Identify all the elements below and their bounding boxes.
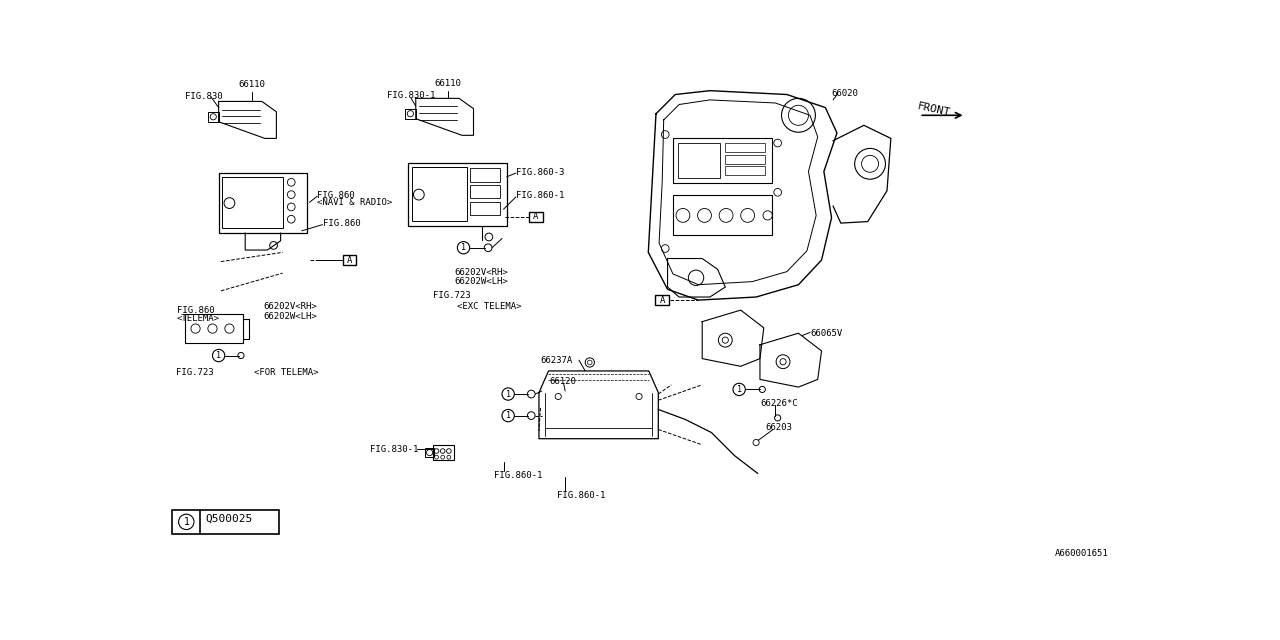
- Text: FIG.860-1: FIG.860-1: [558, 491, 605, 500]
- Bar: [470, 202, 499, 216]
- Circle shape: [485, 233, 493, 241]
- Text: FIG.860: FIG.860: [317, 191, 355, 200]
- Circle shape: [179, 514, 195, 529]
- Text: 66202V<RH>: 66202V<RH>: [264, 303, 317, 312]
- Bar: [726, 166, 765, 175]
- Text: 66226*C: 66226*C: [760, 399, 797, 408]
- Bar: [433, 445, 454, 460]
- Bar: [223, 177, 283, 228]
- Text: 66110: 66110: [435, 79, 462, 88]
- Bar: [470, 186, 499, 198]
- Text: A: A: [659, 296, 664, 305]
- Text: Q500025: Q500025: [206, 514, 253, 524]
- Text: FIG.830-1: FIG.830-1: [387, 91, 435, 100]
- Circle shape: [212, 349, 225, 362]
- Text: <NAVI & RADIO>: <NAVI & RADIO>: [317, 198, 393, 207]
- Text: 1: 1: [506, 390, 511, 399]
- Text: A: A: [534, 212, 539, 221]
- Text: A660001651: A660001651: [1055, 549, 1108, 558]
- Text: <TELEMA>: <TELEMA>: [177, 314, 220, 323]
- Circle shape: [502, 388, 515, 400]
- Text: 66120: 66120: [549, 377, 576, 386]
- Text: 66110: 66110: [238, 80, 265, 89]
- Bar: [425, 448, 434, 457]
- Text: 1: 1: [461, 243, 466, 252]
- Text: FRONT: FRONT: [916, 101, 952, 118]
- Text: 1: 1: [183, 517, 189, 527]
- Text: FIG.860: FIG.860: [323, 220, 360, 228]
- Bar: [219, 173, 307, 233]
- Text: FIG.860-3: FIG.860-3: [516, 168, 564, 177]
- Bar: [173, 509, 279, 534]
- Text: 66202V<RH>: 66202V<RH>: [454, 268, 508, 276]
- Bar: [184, 314, 242, 343]
- Text: FIG.830-1: FIG.830-1: [370, 445, 419, 454]
- Text: FIG.860: FIG.860: [177, 307, 215, 316]
- Text: FIG.723: FIG.723: [175, 368, 214, 377]
- Text: A: A: [347, 255, 352, 264]
- Text: 1: 1: [737, 385, 741, 394]
- Text: <EXC TELEMA>: <EXC TELEMA>: [457, 301, 522, 310]
- Text: 66020: 66020: [832, 89, 859, 98]
- Bar: [655, 294, 669, 305]
- Bar: [726, 155, 765, 164]
- Bar: [408, 163, 507, 226]
- Text: 66202W<LH>: 66202W<LH>: [454, 277, 508, 286]
- Text: 1: 1: [506, 411, 511, 420]
- Text: FIG.830: FIG.830: [184, 92, 223, 101]
- Text: FIG.860-1: FIG.860-1: [494, 471, 543, 480]
- Bar: [726, 143, 765, 152]
- Circle shape: [502, 410, 515, 422]
- Bar: [677, 143, 719, 179]
- Bar: [673, 138, 772, 183]
- Bar: [673, 195, 772, 235]
- Text: 66203: 66203: [765, 423, 792, 432]
- Circle shape: [759, 387, 765, 392]
- Bar: [404, 109, 416, 118]
- Text: 66065V: 66065V: [810, 330, 842, 339]
- Text: 66202W<LH>: 66202W<LH>: [264, 312, 317, 321]
- Circle shape: [527, 390, 535, 398]
- Circle shape: [457, 241, 470, 254]
- Circle shape: [238, 353, 244, 358]
- Bar: [343, 255, 356, 266]
- Circle shape: [484, 244, 492, 252]
- Bar: [207, 112, 219, 122]
- Text: <FOR TELEMA>: <FOR TELEMA>: [253, 368, 319, 377]
- Circle shape: [527, 412, 535, 419]
- Bar: [529, 212, 543, 222]
- Bar: [412, 167, 467, 221]
- Text: 1: 1: [216, 351, 221, 360]
- Circle shape: [733, 383, 745, 396]
- Bar: [470, 168, 499, 182]
- Text: 66237A: 66237A: [540, 356, 572, 365]
- Text: FIG.723: FIG.723: [433, 291, 470, 300]
- Text: FIG.860-1: FIG.860-1: [516, 191, 564, 200]
